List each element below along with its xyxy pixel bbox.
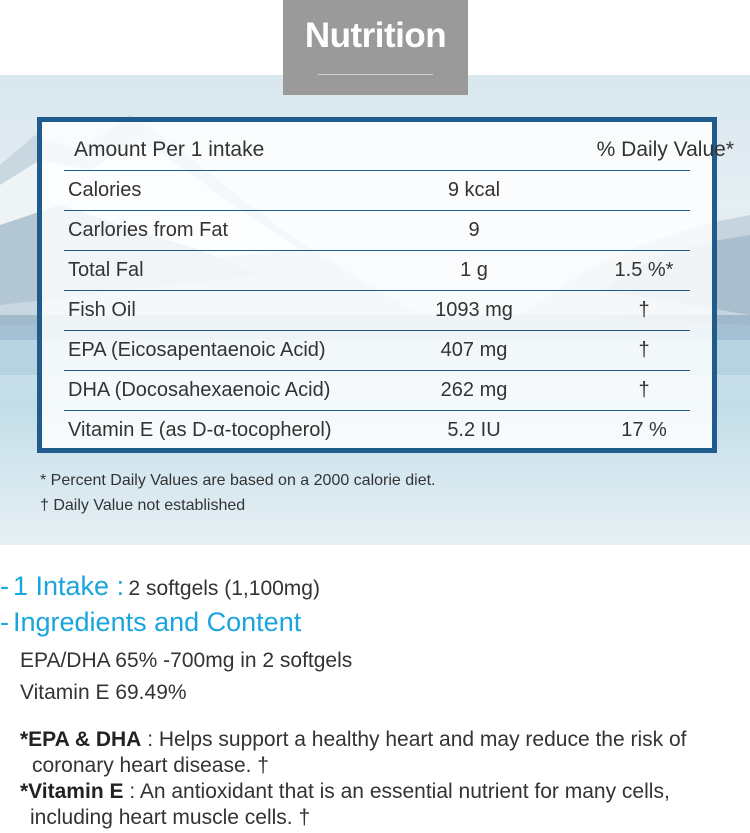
footnotes: * Percent Daily Values are based on a 20… xyxy=(40,468,436,518)
table-row: Fish Oil 1093 mg † xyxy=(64,290,690,331)
nutrient-amount: 1093 mg xyxy=(435,299,513,321)
ingredients-label: Ingredients and Content xyxy=(13,607,302,637)
nutrient-amount: 262 mg xyxy=(440,379,508,401)
table-row: Total Fal 1 g 1.5 %* xyxy=(64,250,690,291)
benefit-continuation: coronary heart disease. † xyxy=(32,754,269,777)
nutrient-name: Calories xyxy=(68,179,142,201)
table-row: Vitamin E (as D-α-tocopherol) 5.2 IU 17 … xyxy=(64,410,690,450)
page-title: Nutrition xyxy=(304,16,447,55)
nutrient-dv: 1.5 %* xyxy=(614,259,674,281)
nutrient-name: Fish Oil xyxy=(68,299,136,321)
benefit-text: : An antioxidant that is an essential nu… xyxy=(123,780,670,803)
nutrient-amount: 1 g xyxy=(460,259,488,281)
header-daily-value: % Daily Value* xyxy=(596,138,734,161)
nutrient-dv: † xyxy=(638,299,650,321)
ingredients-heading: - Ingredients and Content xyxy=(0,607,750,638)
title-tab: Nutrition xyxy=(283,0,468,95)
intake-line: -1 Intake : 2 softgels (1,100mg) xyxy=(0,571,750,602)
dash-icon: - xyxy=(0,607,9,637)
table-row: DHA (Docosahexaenoic Acid) 262 mg † xyxy=(64,370,690,411)
benefit-term: *Vitamin E xyxy=(20,780,124,803)
ingredients-line: EPA/DHA 65% -700mg in 2 softgels xyxy=(20,649,353,672)
nutrition-table: Amount Per 1 intake % Daily Value* Calor… xyxy=(37,117,734,453)
nutrient-dv: † xyxy=(638,379,650,401)
nutrient-name: EPA (Eicosapentaenoic Acid) xyxy=(68,339,326,361)
table-header-row: Amount Per 1 intake % Daily Value* xyxy=(64,130,734,171)
table-row: EPA (Eicosapentaenoic Acid) 407 mg † xyxy=(64,330,690,371)
nutrient-name: Carlories from Fat xyxy=(68,219,229,241)
ingredients-line: Vitamin E 69.49% xyxy=(20,681,187,704)
nutrient-name: Vitamin E (as D-α-tocopherol) xyxy=(68,419,332,441)
benefit-continuation: including heart muscle cells. † xyxy=(30,806,311,829)
benefit-text: : Helps support a healthy heart and may … xyxy=(141,728,687,751)
footnote-daily-values: * Percent Daily Values are based on a 20… xyxy=(40,472,436,489)
dash-icon: - xyxy=(0,571,9,601)
nutrient-dv xyxy=(544,210,744,250)
nutrient-amount: 9 xyxy=(468,219,480,241)
benefit-epa-dha: *EPA & DHA : Helps support a healthy hea… xyxy=(20,727,687,753)
intake-value: 2 softgels (1,100mg) xyxy=(128,577,320,600)
nutrient-dv: † xyxy=(638,339,650,361)
nutrient-amount: 9 kcal xyxy=(447,179,501,201)
benefit-term: *EPA & DHA xyxy=(20,728,142,751)
benefit-vitamin-e: *Vitamin E : An antioxidant that is an e… xyxy=(20,779,670,805)
title-underline xyxy=(318,74,433,75)
nutrient-name: DHA (Docosahexaenoic Acid) xyxy=(68,379,331,401)
nutrient-dv xyxy=(544,170,744,210)
table-row: Calories 9 kcal xyxy=(64,170,690,211)
intake-label: 1 Intake : xyxy=(13,571,125,601)
footnote-not-established: † Daily Value not established xyxy=(40,497,246,514)
header-amount: Amount Per 1 intake xyxy=(74,138,265,161)
nutrient-name: Total Fal xyxy=(68,259,144,281)
nutrient-dv: 17 % xyxy=(621,419,667,441)
nutrient-amount: 5.2 IU xyxy=(447,419,501,441)
nutrient-amount: 407 mg xyxy=(440,339,508,361)
table-row: Carlories from Fat 9 xyxy=(64,210,690,251)
